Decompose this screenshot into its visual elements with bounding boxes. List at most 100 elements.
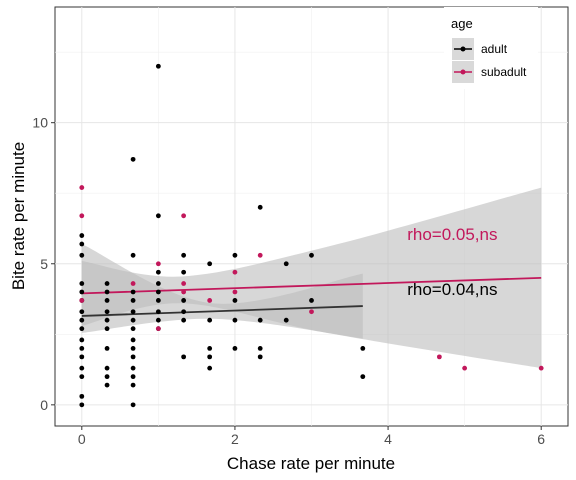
data-point-subadult [257, 252, 263, 258]
data-point-adult [232, 317, 238, 323]
data-point-adult [130, 156, 136, 162]
data-point-adult [155, 298, 161, 303]
data-point-adult [207, 354, 213, 360]
data-point-adult [79, 241, 85, 247]
data-point-adult [130, 252, 136, 258]
data-point-adult [130, 365, 136, 371]
data-point-adult [232, 346, 238, 351]
confidence-band-subadult [81, 187, 542, 369]
data-point-adult [79, 346, 85, 351]
data-point-subadult [181, 213, 187, 219]
data-point-adult [130, 402, 136, 408]
data-point-subadult [232, 269, 238, 275]
data-point-subadult [181, 281, 187, 286]
data-point-adult [257, 354, 263, 360]
data-point-adult [207, 317, 213, 323]
data-point-adult [79, 309, 85, 315]
data-point-adult [104, 289, 110, 295]
data-point-adult [130, 317, 136, 323]
data-point-adult [207, 346, 213, 351]
annotation-adult-rho: rho=0.04,ns [407, 280, 497, 299]
data-point-adult [79, 365, 85, 371]
data-point-subadult [232, 289, 238, 295]
data-point-adult [130, 346, 136, 351]
data-point-adult [207, 261, 213, 267]
x-axis-title: Chase rate per minute [227, 454, 395, 473]
data-point-adult [79, 393, 85, 399]
data-point-adult [130, 374, 136, 380]
data-point-adult [130, 289, 136, 295]
x-tick-label: 0 [78, 431, 86, 447]
data-point-adult [130, 354, 136, 360]
data-point-adult [130, 326, 136, 332]
data-point-subadult [79, 298, 85, 303]
data-point-adult [257, 204, 263, 210]
data-point-adult [232, 252, 238, 258]
data-point-adult [181, 269, 187, 275]
data-point-adult [155, 269, 161, 275]
data-point-adult [130, 382, 136, 388]
data-point-adult [181, 252, 187, 258]
data-point-adult [79, 233, 85, 238]
data-point-subadult [538, 365, 544, 371]
data-point-adult [155, 63, 161, 69]
data-point-adult [104, 346, 110, 351]
data-point-adult [155, 309, 161, 315]
data-point-adult [181, 354, 187, 360]
data-point-adult [104, 309, 110, 315]
legend-key-adult-point [460, 46, 466, 52]
data-point-subadult [207, 298, 213, 303]
data-point-subadult [309, 309, 314, 315]
confidence-bands [81, 187, 542, 369]
data-point-adult [155, 317, 161, 323]
legend: age adult subadult [444, 7, 538, 89]
x-tick-label: 4 [384, 431, 392, 447]
data-point-adult [79, 281, 85, 286]
y-tick-label: 10 [32, 115, 48, 131]
data-point-subadult [79, 213, 85, 219]
data-point-adult [207, 365, 213, 371]
data-point-adult [104, 382, 110, 388]
data-point-subadult [155, 261, 161, 267]
data-point-adult [155, 213, 161, 219]
data-point-adult [79, 402, 85, 408]
data-point-subadult [181, 289, 187, 295]
fit-line-adult [81, 305, 363, 317]
data-point-adult [79, 374, 85, 380]
data-point-adult [155, 289, 161, 295]
data-point-subadult [462, 365, 468, 371]
data-point-adult [79, 317, 85, 323]
data-point-adult [104, 298, 110, 303]
legend-title: age [451, 16, 473, 31]
data-points [79, 63, 544, 408]
data-point-adult [130, 298, 136, 303]
data-point-adult [130, 309, 136, 315]
data-point-adult [181, 317, 187, 323]
data-point-adult [104, 365, 110, 371]
data-point-adult [309, 252, 314, 258]
data-point-adult [79, 326, 85, 332]
data-point-adult [155, 281, 161, 286]
data-point-adult [104, 326, 110, 332]
axis-ticks: 0 2 4 6 0 5 10 [32, 115, 545, 447]
legend-label-subadult: subadult [481, 65, 527, 79]
data-point-adult [104, 374, 110, 380]
data-point-adult [283, 261, 289, 267]
data-point-adult [257, 346, 263, 351]
data-point-adult [309, 298, 314, 303]
legend-label-adult: adult [481, 42, 508, 56]
data-point-adult [257, 317, 263, 323]
data-point-adult [104, 317, 110, 323]
data-point-subadult [155, 326, 161, 332]
data-point-adult [181, 309, 187, 315]
data-point-adult [79, 354, 85, 360]
data-point-adult [79, 337, 85, 343]
data-point-adult [232, 298, 238, 303]
y-tick-label: 5 [40, 256, 48, 272]
data-point-adult [104, 281, 110, 286]
y-axis-title: Bite rate per minute [9, 142, 28, 290]
data-point-adult [181, 298, 187, 303]
data-point-subadult [436, 354, 442, 360]
data-point-subadult [130, 281, 136, 286]
